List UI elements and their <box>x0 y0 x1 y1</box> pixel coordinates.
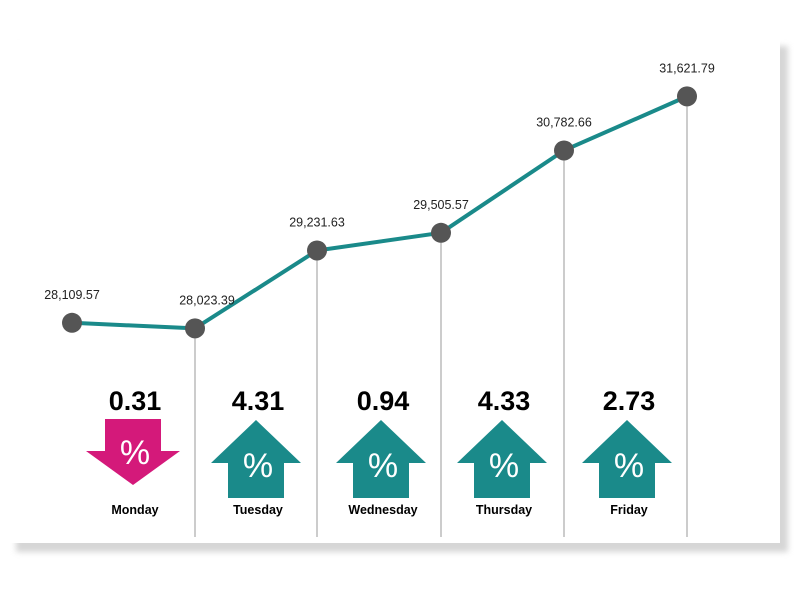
down-arrow-icon <box>86 419 180 485</box>
day-label-tuesday: Tuesday <box>233 503 283 517</box>
droplines <box>194 96 688 537</box>
point-marker-wednesday <box>307 240 327 261</box>
up-arrow-icon <box>336 420 426 498</box>
percent-change-value: 4.31 <box>232 386 285 416</box>
value-label-thursday: 29,505.57 <box>413 198 469 212</box>
series-line <box>70 94 689 331</box>
day-label-wednesday: Wednesday <box>348 503 417 517</box>
point-marker-saturday <box>677 86 697 107</box>
percent-change-value: 0.94 <box>357 386 410 416</box>
percent-changes: 0.31% Monday 4.31% Tuesday 0.94% Wednesday 4.3… <box>86 386 672 517</box>
percent-sign-icon: % <box>614 447 644 485</box>
percent-sign-icon: % <box>489 447 519 485</box>
percent-change-value: 4.33 <box>478 386 531 416</box>
percent-change-value: 2.73 <box>603 386 656 416</box>
percent-sign-icon: % <box>243 447 273 485</box>
point-marker-tuesday <box>185 318 205 339</box>
value-label-wednesday: 29,231.63 <box>289 215 345 229</box>
up-arrow-icon <box>211 420 301 498</box>
change-group-thursday: 4.33% Thursday <box>457 386 547 517</box>
day-label-monday: Monday <box>111 503 158 517</box>
day-label-friday: Friday <box>610 503 648 517</box>
markers <box>62 86 697 339</box>
percent-sign-icon: % <box>120 434 150 472</box>
value-labels: 28,109.57 28,023.39 29,231.63 29,505.57 30,7… <box>44 61 715 307</box>
percent-change-value: 0.31 <box>109 386 162 416</box>
point-marker-monday <box>62 312 82 333</box>
change-group-wednesday: 0.94% Wednesday <box>336 386 426 517</box>
up-arrow-icon <box>457 420 547 498</box>
day-label-thursday: Thursday <box>476 503 532 517</box>
value-label-saturday: 31,621.79 <box>659 61 715 75</box>
change-group-tuesday: 4.31% Tuesday <box>211 386 301 517</box>
point-marker-friday <box>554 140 574 161</box>
value-label-monday: 28,109.57 <box>44 288 100 302</box>
point-marker-thursday <box>431 222 451 243</box>
up-arrow-icon <box>582 420 672 498</box>
percent-sign-icon: % <box>368 447 398 485</box>
change-group-friday: 2.73% Friday <box>582 386 672 517</box>
change-group-monday: 0.31% Monday <box>86 386 180 517</box>
value-label-friday: 30,782.66 <box>536 115 592 129</box>
value-label-tuesday: 28,023.39 <box>179 293 235 307</box>
